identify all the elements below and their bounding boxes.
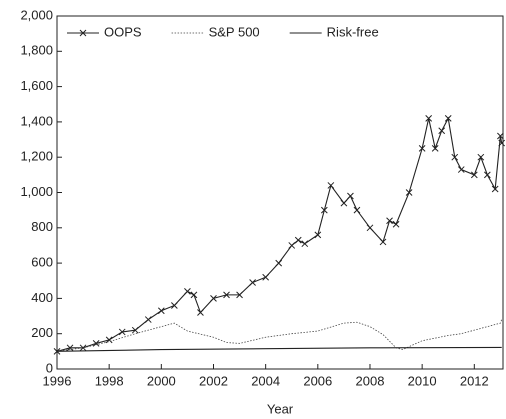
- point-marker: [294, 236, 302, 244]
- y-tick-label: 1,200: [20, 149, 53, 164]
- x-tick-label: 2000: [147, 373, 176, 388]
- point-marker: [327, 182, 335, 189]
- point-marker: [79, 344, 87, 352]
- x-tick-label: 2006: [303, 373, 332, 388]
- point-marker: [451, 153, 459, 161]
- point-marker: [392, 220, 400, 228]
- plot-frame: [56, 15, 504, 370]
- x-tick-label: 2012: [460, 373, 489, 388]
- point-marker: [144, 316, 152, 323]
- point-marker: [425, 115, 433, 122]
- point-marker: [118, 328, 126, 336]
- point-marker: [210, 295, 217, 302]
- x-tick-label: 2002: [199, 373, 228, 388]
- point-marker: [249, 279, 256, 286]
- point-marker: [301, 240, 309, 248]
- point-marker: [131, 326, 139, 334]
- point-marker: [171, 302, 178, 309]
- y-tick-label: 1,800: [20, 43, 53, 58]
- x-tick-label: 2010: [408, 373, 437, 388]
- point-marker: [353, 206, 361, 214]
- point-marker: [157, 307, 165, 315]
- y-tick-label: 1,400: [20, 113, 53, 128]
- point-marker: [457, 166, 465, 173]
- x-tick-label: 1998: [95, 373, 124, 388]
- point-marker: [379, 238, 387, 246]
- point-marker: [366, 224, 374, 232]
- point-marker: [236, 291, 243, 299]
- series-line: [56, 346, 502, 352]
- x-tick-label: 2004: [251, 373, 280, 388]
- x-tick-label: 2008: [356, 373, 385, 388]
- point-marker: [386, 217, 393, 225]
- point-marker: [66, 344, 74, 352]
- series-line: [56, 319, 503, 352]
- point-marker: [497, 132, 504, 140]
- x-axis-label: Year: [267, 401, 294, 416]
- point-marker: [190, 291, 198, 299]
- point-marker: [498, 139, 506, 147]
- legend-label: Risk-free: [327, 24, 379, 39]
- point-marker: [347, 192, 354, 200]
- point-marker: [275, 259, 283, 267]
- point-marker: [320, 206, 328, 214]
- point-marker: [197, 309, 204, 316]
- point-marker: [262, 273, 270, 281]
- point-marker: [477, 153, 485, 161]
- point-marker: [444, 115, 452, 122]
- legend-marker: [79, 29, 87, 37]
- y-tick-label: 0: [46, 360, 53, 375]
- point-marker: [431, 145, 439, 152]
- point-marker: [223, 291, 230, 299]
- point-marker: [184, 287, 191, 295]
- point-marker: [483, 171, 491, 179]
- y-tick-label: 200: [31, 325, 53, 340]
- series-line: [56, 116, 503, 352]
- y-tick-label: 600: [31, 255, 53, 270]
- y-tick-label: 800: [31, 219, 53, 234]
- point-marker: [491, 185, 499, 193]
- point-marker: [418, 145, 426, 152]
- point-marker: [92, 340, 100, 347]
- y-tick-label: 1,600: [20, 78, 53, 93]
- point-marker: [405, 189, 413, 196]
- point-marker: [340, 199, 348, 207]
- x-tick-label: 1996: [43, 373, 72, 388]
- y-tick-label: 400: [31, 290, 53, 305]
- point-marker: [470, 171, 478, 179]
- point-marker: [288, 242, 296, 249]
- legend-label: OOPS: [104, 24, 142, 39]
- y-tick-label: 2,000: [20, 7, 53, 22]
- point-marker: [438, 127, 446, 135]
- legend-label: S&P 500: [209, 24, 260, 39]
- y-tick-label: 1,000: [20, 184, 53, 199]
- point-marker: [314, 231, 322, 239]
